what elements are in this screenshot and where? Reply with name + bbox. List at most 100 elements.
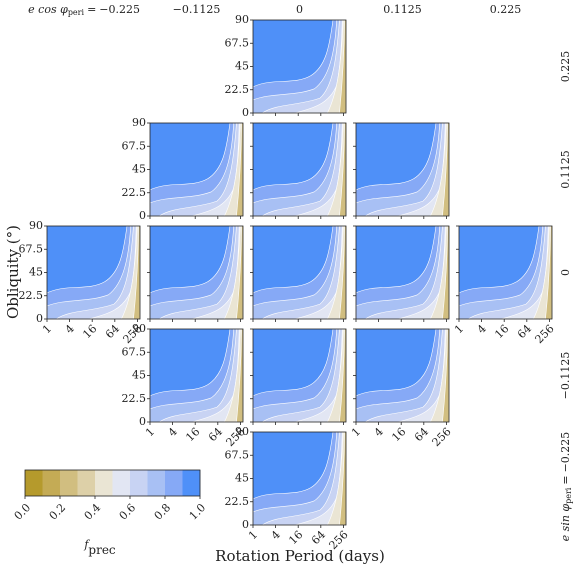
colorbar-bin [165, 470, 183, 496]
panel [250, 328, 347, 425]
x-tick-label: 16 [80, 322, 99, 341]
contour-fill [253, 432, 346, 525]
colorbar-bin [42, 470, 61, 496]
contour-level [545, 226, 552, 319]
row-header: 0.1125 [559, 150, 572, 189]
contour-level [339, 329, 346, 422]
contour-fill [356, 123, 449, 216]
y-tick-label: 45 [235, 60, 249, 73]
variable-symbol: e cos φ [28, 3, 68, 16]
x-tick-label: 64 [309, 528, 328, 547]
x-tick-label: 16 [183, 425, 202, 444]
colorbar-tick-label: 1.0 [187, 501, 209, 523]
colorbar-bin [112, 470, 131, 496]
y-tick-label: 0 [242, 106, 249, 119]
contour-level [339, 432, 346, 525]
panel [353, 225, 450, 322]
x-tick-label: 4 [63, 322, 77, 336]
contour-fill [253, 226, 346, 319]
contour-level [442, 123, 449, 216]
y-tick-label: 0 [139, 415, 146, 428]
label-subscript: prec [88, 543, 116, 557]
y-tick-label: 45 [132, 163, 146, 176]
y-tick-label: 90 [132, 116, 146, 129]
contour-fill [459, 226, 552, 319]
colorbar-label: fprec [83, 538, 116, 557]
x-tick-label: 256 [533, 322, 557, 346]
colorbar-bin [25, 470, 43, 496]
panel: 0 22.5 45 67.5 90 [225, 13, 347, 119]
y-tick-label: 67.5 [122, 139, 147, 152]
contour-fill [356, 226, 449, 319]
y-tick-label: 67.5 [122, 345, 147, 358]
colorbar-tick-label: 0.6 [117, 501, 139, 523]
contour-fill [253, 123, 346, 216]
column-header: 0.225 [490, 3, 522, 16]
x-tick-label: 64 [412, 425, 431, 444]
column-header: 0 [296, 3, 303, 16]
colorbar-bin [182, 470, 201, 496]
x-tick-label: 4 [475, 322, 489, 336]
column-header: 0.1125 [383, 3, 422, 16]
contour-level [442, 329, 449, 422]
y-tick-label: 67.5 [225, 448, 250, 461]
panel [250, 122, 347, 219]
contour-level [236, 329, 243, 422]
y-tick-label: 0 [242, 518, 249, 531]
y-tick-label: 45 [235, 472, 249, 485]
y-tick-label: 22.5 [225, 83, 250, 96]
value: −0.225 [559, 432, 572, 473]
contour-level [236, 226, 243, 319]
contour-level [339, 123, 346, 216]
x-tick-label: 16 [389, 425, 408, 444]
y-tick-label: 0 [36, 312, 43, 325]
y-tick-label: 90 [235, 425, 249, 438]
contour-fill [356, 329, 449, 422]
contour-level [133, 226, 140, 319]
y-tick-label: 90 [235, 13, 249, 26]
contour-level [339, 226, 346, 319]
y-tick-label: 67.5 [225, 36, 250, 49]
colorbar-bin [77, 470, 96, 496]
x-tick-label: 64 [206, 425, 225, 444]
x-tick-label: 16 [492, 322, 511, 341]
contour-fill [150, 329, 243, 422]
x-tick-label: 4 [166, 425, 180, 439]
variable-subscript: peri [564, 487, 573, 504]
relation: = [559, 475, 572, 484]
x-tick-label: 1 [349, 425, 363, 439]
x-tick-label: 1 [246, 528, 260, 542]
variable-symbol: e sin φ [559, 504, 572, 542]
x-tick-label: 1 [452, 322, 466, 336]
colorbar-bin [130, 470, 148, 496]
colorbar-tick-label: 0.0 [12, 501, 34, 523]
contour-fill [253, 329, 346, 422]
column-header: −0.1125 [173, 3, 221, 16]
colorbar-tick-label: 0.2 [47, 501, 69, 523]
contour-fill [150, 226, 243, 319]
row-header: e sin φperi = −0.225 [559, 432, 573, 542]
y-tick-label: 67.5 [19, 242, 44, 255]
x-tick-label: 1 [143, 425, 157, 439]
colorbar-bin [60, 470, 78, 496]
y-tick-label: 22.5 [225, 495, 250, 508]
y-tick-label: 45 [132, 369, 146, 382]
contour-fill [47, 226, 140, 319]
colorbar-bin [95, 470, 113, 496]
x-tick-label: 64 [515, 322, 534, 341]
y-tick-label: 22.5 [122, 186, 147, 199]
colorbar-frame [24, 469, 201, 497]
x-tick-label: 4 [269, 528, 283, 542]
row-header: 0.225 [559, 51, 572, 83]
colorbar-tick-label: 0.8 [152, 501, 174, 523]
contour-level [442, 226, 449, 319]
x-tick-label: 256 [430, 425, 454, 449]
row-header: 0 [559, 269, 572, 276]
x-tick-label: 1 [40, 322, 54, 336]
contour-level [339, 20, 346, 113]
